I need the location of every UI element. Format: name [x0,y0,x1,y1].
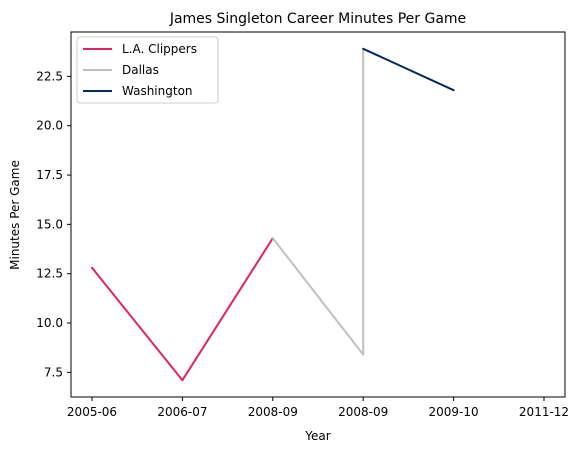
series-line-2 [362,47,455,92]
series-line-0 [91,237,274,382]
y-tick-label: 20.0 [36,119,63,133]
y-tick-label: 12.5 [36,267,63,281]
legend-box [76,36,219,104]
x-tick-label: 2011-12 [519,405,569,419]
x-tick-label: 2008-09 [338,405,388,419]
legend-entry-label: Dallas [122,63,159,77]
x-tick-label: 2006-07 [157,405,207,419]
x-tick-label: 2009-10 [429,405,479,419]
y-tick-label: 10.0 [36,316,63,330]
chart-title: James Singleton Career Minutes Per Game [169,11,466,27]
y-tick-label: 7.5 [44,365,63,379]
x-axis-label: Year [304,429,330,443]
y-tick-label: 22.5 [36,69,63,83]
legend-entry-label: Washington [122,84,193,98]
x-axis: 2005-06 2006-07 2008-09 2008-09 2009-10 2011-… [67,397,569,419]
series-layer [91,47,455,382]
x-tick-label: 2005-06 [67,405,117,419]
y-tick-label: 15.0 [36,217,63,231]
y-axis-label: Minutes Per Game [8,160,22,270]
y-tick-label: 17.5 [36,168,63,182]
legend-entry-label: L.A. Clippers [122,42,197,56]
x-tick-label: 2008-09 [248,405,298,419]
legend: L.A. Clippers Dallas Washington [76,36,219,104]
y-axis: 7.5 10.0 12.5 15.0 17.5 20.0 22.5 [36,69,71,379]
plot-frame [70,31,566,398]
series-line-1 [271,47,365,356]
